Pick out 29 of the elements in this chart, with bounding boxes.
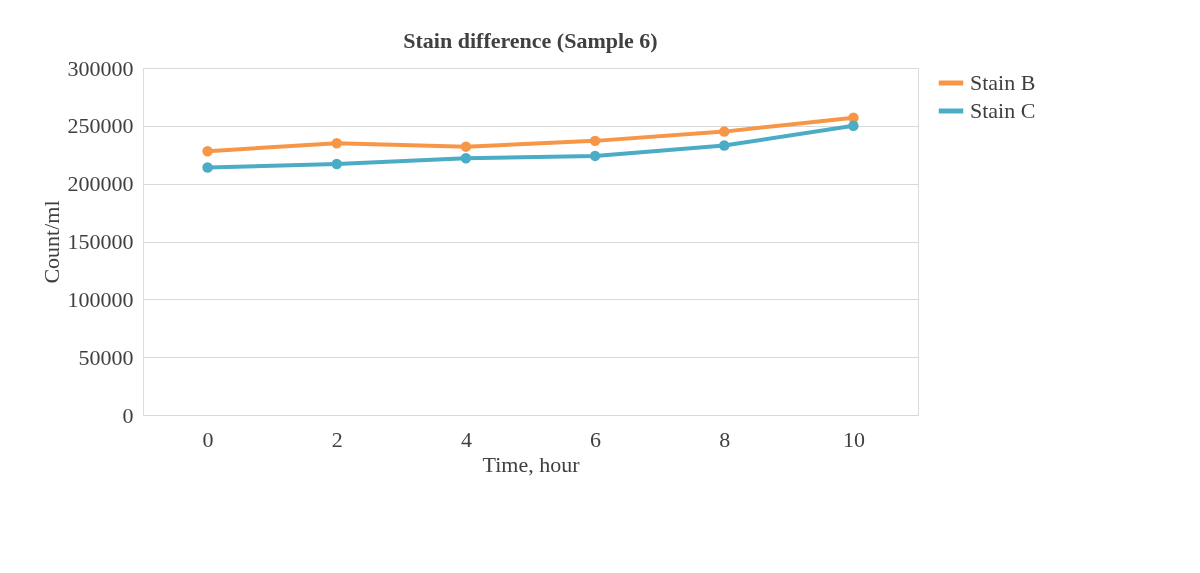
point [719,140,730,151]
point [848,120,859,132]
y-tick-label: 0 [122,402,134,428]
point [589,150,601,162]
point [202,146,213,157]
x-tick-label: 10 [842,426,865,452]
x-tick-label: 4 [460,426,472,452]
legend-label: Stain B [970,70,1036,95]
point [331,158,342,170]
y-tick-label: 100000 [67,286,134,312]
legend-label: Stain C [970,98,1036,123]
y-tick-label: 50000 [78,344,134,370]
x-tick-label: 8 [719,426,731,452]
point [331,137,342,149]
point [460,141,472,152]
point [202,162,213,173]
y-tick-label: 250000 [67,113,134,139]
point [719,126,730,137]
point [460,152,472,164]
x-tick-label: 0 [202,426,214,452]
y-axis-title: Count/ml [38,200,64,284]
y-tick-label: 150000 [67,229,134,254]
x-axis-title: Time, hour [482,451,581,477]
y-tick-label: 200000 [67,171,134,197]
point [589,135,601,147]
x-tick-label: 6 [590,426,602,452]
x-tick-label: 2 [331,426,343,452]
chart-title: Stain difference (Sample 6) [403,28,658,53]
y-tick-label: 300000 [67,55,134,81]
